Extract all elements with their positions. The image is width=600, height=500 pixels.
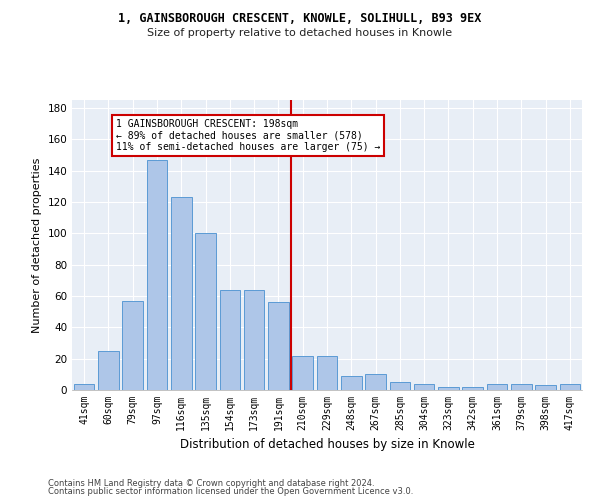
Bar — [365, 374, 386, 390]
Bar — [560, 384, 580, 390]
Bar — [268, 302, 289, 390]
Bar — [511, 384, 532, 390]
Bar — [244, 290, 265, 390]
Y-axis label: Number of detached properties: Number of detached properties — [32, 158, 42, 332]
Bar — [171, 197, 191, 390]
X-axis label: Distribution of detached houses by size in Knowle: Distribution of detached houses by size … — [179, 438, 475, 452]
Bar — [220, 290, 240, 390]
Bar — [438, 387, 459, 390]
Bar — [122, 300, 143, 390]
Bar — [292, 356, 313, 390]
Bar — [487, 384, 508, 390]
Bar — [463, 387, 483, 390]
Bar — [389, 382, 410, 390]
Bar — [341, 376, 362, 390]
Bar — [74, 384, 94, 390]
Bar — [98, 351, 119, 390]
Text: Size of property relative to detached houses in Knowle: Size of property relative to detached ho… — [148, 28, 452, 38]
Bar — [317, 356, 337, 390]
Text: 1 GAINSBOROUGH CRESCENT: 198sqm
← 89% of detached houses are smaller (578)
11% o: 1 GAINSBOROUGH CRESCENT: 198sqm ← 89% of… — [116, 119, 380, 152]
Bar — [535, 386, 556, 390]
Text: 1, GAINSBOROUGH CRESCENT, KNOWLE, SOLIHULL, B93 9EX: 1, GAINSBOROUGH CRESCENT, KNOWLE, SOLIHU… — [118, 12, 482, 26]
Bar — [195, 233, 216, 390]
Text: Contains public sector information licensed under the Open Government Licence v3: Contains public sector information licen… — [48, 487, 413, 496]
Text: Contains HM Land Registry data © Crown copyright and database right 2024.: Contains HM Land Registry data © Crown c… — [48, 478, 374, 488]
Bar — [146, 160, 167, 390]
Bar — [414, 384, 434, 390]
